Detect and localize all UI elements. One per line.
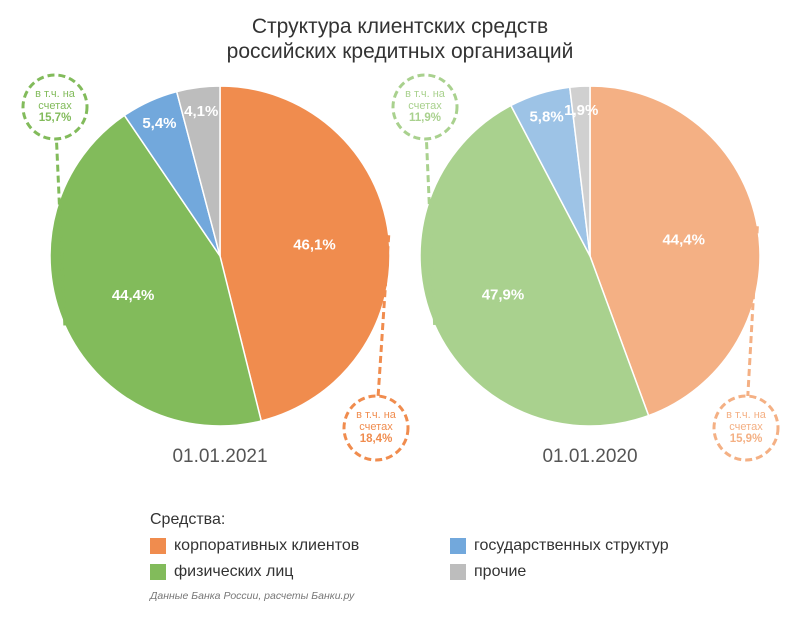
slice-label-other: 1,9% <box>564 102 598 119</box>
chart-title-line-1: Структура клиентских средств <box>252 15 548 38</box>
pie-slice-corporate <box>219 85 391 422</box>
callout-text-corporate: в т.ч. на <box>726 409 767 421</box>
slice-label-individuals: 44,4% <box>112 287 155 304</box>
chart-title-line-2: российских кредитных организаций <box>227 40 574 63</box>
callout-text-corporate: счетах <box>359 421 393 433</box>
callout-text-corporate: счетах <box>729 421 763 433</box>
callout-circle-corporate <box>342 394 410 462</box>
callout-connector-individuals <box>424 138 437 326</box>
callout-connector-corporate <box>746 226 759 397</box>
slice-label-government: 5,4% <box>142 115 176 132</box>
slice-label-other: 4,1% <box>184 103 218 120</box>
callout-connector-individuals <box>54 138 67 326</box>
pie-slice-other <box>568 85 591 257</box>
slice-label-corporate: 46,1% <box>293 236 336 253</box>
callout-connector-corporate <box>376 235 391 397</box>
legend-swatch-corporate <box>150 538 166 554</box>
callout-value-individuals: 15,7% <box>39 112 72 124</box>
legend-item-other: прочие <box>450 563 710 581</box>
callout-value-corporate: 18,4% <box>360 433 393 445</box>
pie-slice-individuals <box>49 114 263 427</box>
legend-item-corporate: корпоративных клиентов <box>150 537 450 555</box>
source-note: Данные Банка России, расчеты Банки.ру <box>150 590 355 602</box>
legend-item-individuals: физических лиц <box>150 563 450 581</box>
callout-value-individuals: 11,9% <box>409 112 441 124</box>
callout-circle-corporate <box>712 394 780 462</box>
legend-swatch-government <box>450 538 466 554</box>
callout-circle-individuals <box>21 73 89 141</box>
pie-date-label: 01.01.2020 <box>542 446 637 467</box>
slice-label-government: 5,8% <box>529 108 563 125</box>
legend-label-individuals: физических лиц <box>174 563 294 580</box>
legend-label-corporate: корпоративных клиентов <box>174 537 360 554</box>
legend-item-government: государственных структур <box>450 537 710 555</box>
pie-slice-individuals <box>419 104 650 427</box>
callout-text-corporate: в т.ч. на <box>356 409 397 421</box>
callout-value-corporate: 15,9% <box>730 433 763 445</box>
legend-swatch-individuals <box>150 564 166 580</box>
callout-text-individuals: счетах <box>38 100 72 112</box>
legend-title: Средства: <box>150 511 226 528</box>
pie-slice-other <box>175 85 221 257</box>
legend-label-government: государственных структур <box>474 537 669 554</box>
callout-circle-individuals <box>391 73 459 141</box>
legend-swatch-other <box>450 564 466 580</box>
legend-label-other: прочие <box>474 563 527 580</box>
pie-date-label: 01.01.2021 <box>172 446 267 467</box>
callout-text-individuals: в т.ч. на <box>35 88 76 100</box>
legend: Средства: корпоративных клиентов государ… <box>150 511 710 581</box>
slice-label-individuals: 47,9% <box>482 287 525 304</box>
callout-text-individuals: счетах <box>408 100 442 112</box>
callout-text-individuals: в т.ч. на <box>405 88 446 100</box>
slice-label-corporate: 44,4% <box>662 231 705 248</box>
